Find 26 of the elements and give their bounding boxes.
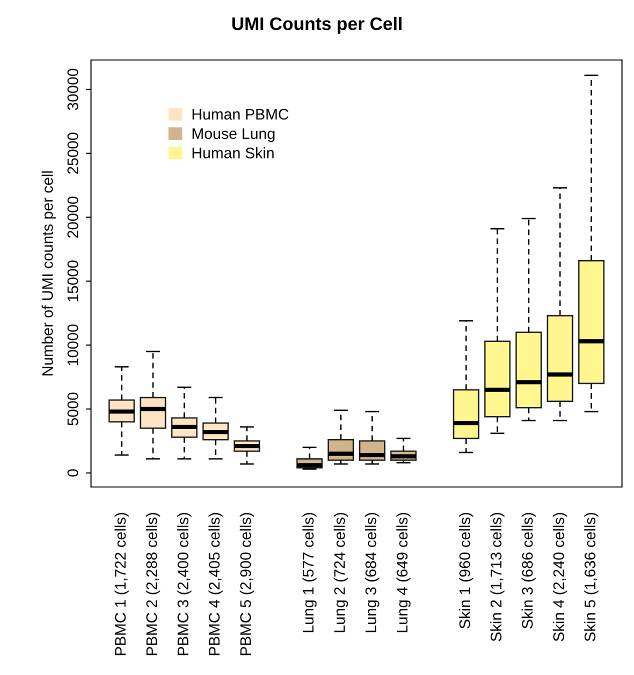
legend-label: Human PBMC (192, 108, 288, 120)
x-tick-label: PBMC 4 (2,405 cells) (208, 512, 223, 656)
x-tick-label: Lung 2 (724 cells) (334, 512, 348, 632)
x-tick-label: PBMC 3 (2,400 cells) (177, 512, 192, 656)
legend-label: Mouse Lung (192, 128, 274, 142)
y-tick-label: 15000 (67, 260, 78, 302)
y-tick-label: 0 (67, 469, 78, 477)
x-tick-label: Lung 1 (577 cells) (302, 512, 317, 632)
x-tick-label: Skin 1 (960 cells) (458, 512, 474, 628)
x-tick-label: PBMC 2 (2,288 cells) (146, 512, 160, 656)
x-tick-label: Skin 5 (1,636 cells) (584, 512, 598, 642)
x-tick-label: Skin 4 (2,240 cells) (552, 512, 568, 642)
x-tick-label: PBMC 1 (1,722 cells) (114, 512, 129, 656)
x-tick-label: Lung 4 (649 cells) (396, 512, 411, 632)
legend-label: Human Skin (192, 147, 274, 158)
y-tick-label: 25000 (67, 132, 78, 174)
x-tick-label: Skin 2 (1,713 cells) (490, 512, 505, 642)
x-tick-label: PBMC 5 (2,900 cells) (240, 512, 254, 656)
chart-title: UMI Counts per Cell (232, 16, 402, 34)
x-tick-label: Lung 3 (684 cells) (365, 512, 380, 632)
y-tick-label: 10000 (67, 324, 78, 366)
x-tick-label: Skin 3 (686 cells) (522, 512, 536, 628)
y-axis-title: Number of UMI counts per cell (42, 171, 56, 376)
y-tick-label: 20000 (67, 196, 78, 238)
y-tick-label: 5000 (67, 392, 78, 426)
y-tick-label: 30000 (67, 68, 78, 110)
